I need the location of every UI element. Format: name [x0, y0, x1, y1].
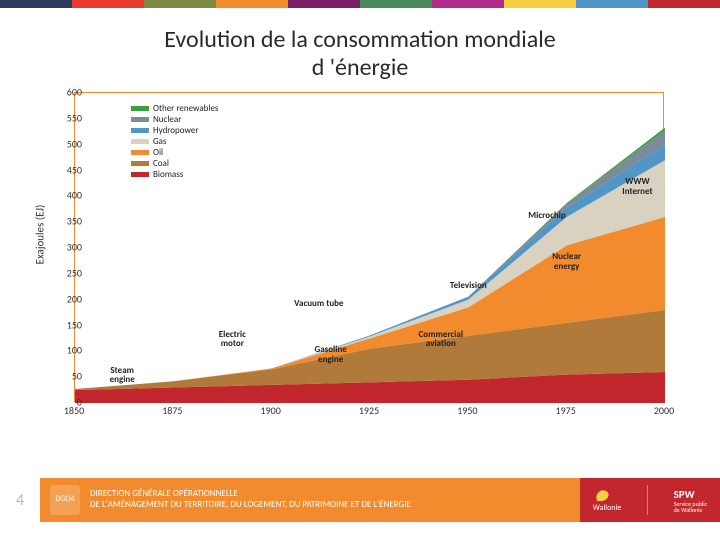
y-tick-label: 250	[54, 266, 82, 279]
y-tick-label: 500	[54, 137, 82, 150]
legend-label: Gas	[153, 136, 167, 147]
chart-annotation: Electricmotor	[202, 330, 262, 349]
legend-item: Coal	[131, 158, 218, 169]
chart-annotation: Gasolineengine	[301, 345, 361, 364]
chart-annotation: Microchip	[517, 211, 577, 220]
y-tick-label: 50	[54, 370, 82, 383]
legend-swatch	[131, 139, 149, 144]
footer-org-block: DGO4 DIRECTION GÉNÉRALE OPÉRATIONNELLE D…	[40, 478, 580, 522]
y-tick-label: 450	[54, 163, 82, 176]
page-number: 4	[0, 478, 40, 522]
footer-divider	[647, 485, 648, 515]
spw-block: SPW Service publicde Wallonie	[674, 488, 708, 513]
energy-chart: Exajoules (EJ) Other renewablesNuclearHy…	[38, 88, 678, 436]
dgo4-logo: DGO4	[50, 485, 80, 515]
legend-item: Other renewables	[131, 103, 218, 114]
y-tick-label: 600	[54, 86, 82, 99]
top-stripes	[0, 0, 720, 8]
x-tick-label: 1875	[162, 404, 182, 417]
x-tick-label: 2000	[654, 404, 674, 417]
legend-swatch	[131, 150, 149, 155]
y-tick-label: 300	[54, 241, 82, 254]
legend-item: Oil	[131, 147, 218, 158]
chart-annotation: Nuclearenergy	[537, 252, 597, 271]
footer-org-line2: DE L'AMÉNAGEMENT DU TERRITOIRE, DU LOGEM…	[90, 500, 411, 511]
legend-swatch	[131, 117, 149, 122]
legend-label: Nuclear	[153, 114, 181, 125]
page-title: Evolution de la consommation mondiale d …	[0, 26, 720, 81]
x-tick-label: 1900	[261, 404, 281, 417]
legend-label: Biomass	[153, 169, 183, 180]
chart-annotation: Television	[438, 281, 498, 290]
legend-label: Oil	[153, 147, 163, 158]
x-tick-label: 1925	[359, 404, 379, 417]
chart-annotation: Steamengine	[92, 366, 152, 385]
footer-bar: 4 DGO4 DIRECTION GÉNÉRALE OPÉRATIONNELLE…	[0, 478, 720, 522]
y-tick-label: 350	[54, 215, 82, 228]
legend-swatch	[131, 128, 149, 133]
legend-item: Gas	[131, 136, 218, 147]
legend-label: Coal	[153, 158, 169, 169]
x-tick-label: 1850	[64, 404, 84, 417]
spw-sub: Service publicde Wallonie	[674, 501, 708, 513]
footer-org-text: DIRECTION GÉNÉRALE OPÉRATIONNELLE DE L'A…	[90, 489, 411, 511]
legend: Other renewablesNuclearHydropowerGasOilC…	[131, 103, 218, 180]
y-tick-label: 100	[54, 344, 82, 357]
y-tick-label: 150	[54, 318, 82, 331]
wallonie-block: Wallonie	[593, 487, 622, 513]
spw-label: SPW	[674, 488, 708, 501]
rooster-icon	[593, 487, 615, 503]
title-line1: Evolution de la consommation mondiale	[164, 25, 555, 54]
chart-annotation: WWWInternet	[607, 177, 667, 196]
title-line2: d 'énergie	[312, 53, 409, 82]
legend-label: Other renewables	[153, 103, 218, 114]
y-tick-label: 200	[54, 292, 82, 305]
x-tick-label: 1950	[457, 404, 477, 417]
chart-annotation: Vacuum tube	[289, 299, 349, 308]
legend-label: Hydropower	[153, 125, 198, 136]
y-axis-label: Exajoules (EJ)	[33, 205, 46, 265]
legend-swatch	[131, 106, 149, 111]
plot-area: Other renewablesNuclearHydropowerGasOilC…	[74, 92, 664, 402]
wallonie-label: Wallonie	[593, 503, 622, 513]
legend-swatch	[131, 172, 149, 177]
legend-swatch	[131, 161, 149, 166]
legend-item: Nuclear	[131, 114, 218, 125]
y-tick-label: 400	[54, 189, 82, 202]
legend-item: Biomass	[131, 169, 218, 180]
chart-annotation: Commercialaviation	[411, 330, 471, 349]
footer-right-block: Wallonie SPW Service publicde Wallonie	[580, 478, 720, 522]
x-tick-label: 1975	[556, 404, 576, 417]
y-tick-label: 550	[54, 111, 82, 124]
legend-item: Hydropower	[131, 125, 218, 136]
